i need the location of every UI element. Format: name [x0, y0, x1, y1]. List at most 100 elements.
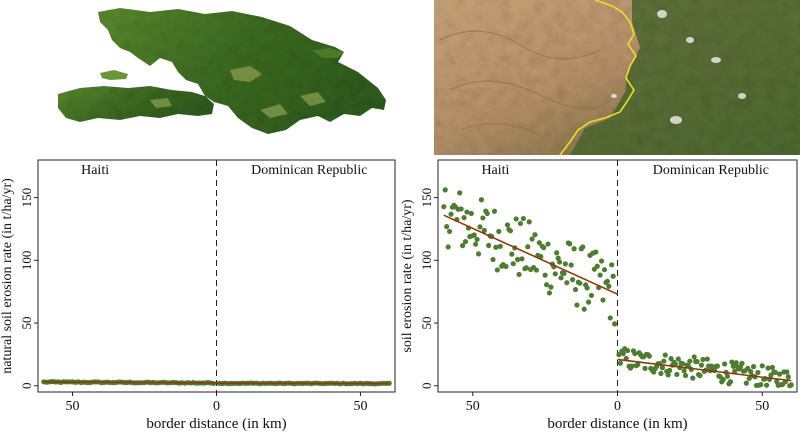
data-point-right	[682, 372, 689, 379]
data-point-right	[704, 356, 710, 362]
data-point-right	[632, 350, 638, 357]
data-point-left	[513, 216, 519, 222]
data-point-left	[561, 270, 567, 277]
data-point-left	[494, 267, 500, 273]
data-point-left	[519, 256, 525, 262]
data-point-right	[674, 371, 680, 378]
data-point-left	[581, 306, 587, 312]
data-point-left	[480, 215, 486, 221]
data-point-right	[694, 359, 700, 365]
data-point-left	[517, 220, 524, 227]
data-point-left	[536, 240, 542, 246]
fit-line-1	[617, 358, 792, 382]
data-point-left	[504, 222, 511, 228]
data-point-left	[548, 284, 554, 290]
y-tick-label: 150	[419, 188, 434, 208]
data-point-left	[484, 210, 490, 217]
ridge-lines	[439, 30, 611, 136]
data-point-left	[473, 241, 479, 247]
y-tick-label: 100	[419, 251, 434, 271]
data-point-right	[714, 363, 720, 369]
data-point-left	[567, 241, 573, 247]
side-label-right: Dominican Republic	[653, 163, 769, 178]
data-point-left	[462, 238, 469, 245]
data-point-left	[486, 242, 492, 249]
data-point-left	[520, 215, 527, 222]
data-point-left	[457, 190, 463, 196]
data-point-right	[788, 382, 794, 388]
data-point-right	[750, 364, 757, 370]
data-point-left	[593, 249, 599, 255]
data-point-left	[594, 263, 600, 269]
data-point-right	[658, 370, 664, 377]
data-point-right	[777, 371, 783, 377]
x-tick-label: 0	[213, 399, 220, 414]
fit-line-0	[43, 381, 217, 384]
x-tick-label: 50	[466, 399, 480, 414]
data-point-left	[600, 297, 606, 303]
data-point-left	[464, 209, 470, 215]
data-point-left	[445, 244, 451, 250]
data-point-right	[617, 360, 623, 366]
data-point-left	[541, 245, 547, 251]
data-point-right	[759, 363, 765, 369]
data-point-left	[564, 280, 570, 286]
data-point-left	[468, 210, 474, 217]
data-point-right	[727, 379, 734, 385]
chart-soil-erosion: Haiti Dominican Republic 0 50 100 150 50 0 50 bor…	[400, 159, 798, 432]
data-point-left	[532, 232, 538, 238]
x-axis-label: border distance (in km)	[146, 416, 286, 432]
data-point-right	[784, 369, 790, 375]
data-point-right	[739, 360, 745, 366]
data-point-right	[722, 361, 728, 367]
data-point-left	[601, 267, 608, 273]
data-point-right	[720, 376, 726, 383]
satellite-image	[434, 0, 800, 155]
data-point-left	[515, 256, 521, 263]
data-point-left	[493, 244, 499, 250]
data-point-left	[598, 258, 605, 264]
side-label-left: Haiti	[81, 163, 109, 178]
fit-line-0	[443, 214, 618, 295]
data-point-left	[588, 292, 595, 299]
data-point-right	[732, 368, 738, 374]
data-point-left	[533, 267, 540, 273]
y-tick-label: 50	[419, 317, 434, 330]
data-point-right	[700, 356, 706, 363]
data-point-left	[574, 302, 580, 308]
data-point-left	[570, 277, 576, 283]
data-point-left	[477, 224, 483, 230]
data-point-right	[680, 361, 686, 367]
chart-natural-erosion: Haiti Dominican Republic 0 50 100 150 50 0 50 bor…	[0, 159, 396, 432]
data-point-right	[769, 364, 775, 370]
data-point-left	[554, 250, 560, 256]
data-point-left	[556, 259, 563, 265]
x-tick-label: 50	[755, 399, 769, 414]
data-point-right	[665, 372, 671, 378]
y-axis-label: soil erosion rate (in t/ha/yr)	[400, 199, 415, 353]
data-point-left	[475, 251, 482, 257]
data-point-right	[772, 369, 778, 375]
data-point-right	[675, 356, 681, 362]
forest-area	[570, 0, 800, 155]
data-point-left	[555, 255, 561, 261]
data-point-right	[635, 361, 641, 368]
y-tick-label: 100	[19, 251, 34, 271]
data-point-left	[571, 246, 577, 252]
data-point-left	[491, 208, 498, 214]
data-point-right	[743, 380, 749, 386]
data-point-right	[659, 365, 665, 371]
data-point-right	[698, 362, 705, 368]
data-point-right	[690, 375, 696, 381]
data-point-right	[681, 368, 687, 374]
y-axis-label: natural soil erosion rate (in t/ha/yr)	[0, 178, 15, 374]
y-tick-label: 0	[419, 382, 434, 389]
data-point-right	[661, 358, 667, 364]
data-point-right	[629, 363, 635, 369]
data-point-right	[691, 354, 697, 360]
data-point-left	[503, 263, 509, 270]
data-point-left	[478, 197, 485, 203]
y-tick-label: 50	[19, 317, 34, 330]
data-point-right	[672, 361, 679, 367]
x-axis-label: border distance (in km)	[547, 416, 687, 432]
